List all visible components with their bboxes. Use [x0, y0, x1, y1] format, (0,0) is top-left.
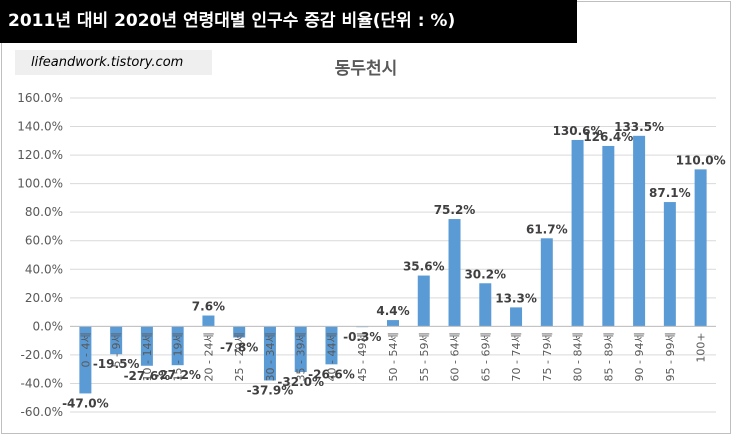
- y-tick-label: 160.0%: [17, 91, 63, 105]
- bar: [694, 169, 707, 327]
- x-tick-label: 65 - 69세: [479, 332, 492, 381]
- bar: [387, 320, 399, 327]
- data-label: -27.6%: [124, 369, 171, 383]
- bar: [263, 326, 276, 381]
- y-tick-label: 140.0%: [17, 120, 63, 134]
- y-tick-label: 20.0%: [25, 291, 63, 305]
- data-label: -32.0%: [277, 375, 324, 389]
- x-tick-label: 55 - 59세: [418, 332, 431, 381]
- x-tick-label: 40 - 44세: [325, 332, 338, 381]
- data-label: -7.8%: [220, 340, 258, 354]
- y-tick-label: -40.0%: [21, 376, 63, 390]
- x-tick-label: 10 - 14세: [141, 332, 154, 381]
- bar: [479, 283, 492, 327]
- y-tick-label: 0.0%: [33, 319, 64, 333]
- data-label: 133.5%: [614, 120, 664, 134]
- x-tick-label: 70 - 74세: [510, 332, 523, 381]
- x-tick-label: 75 - 79세: [541, 332, 554, 381]
- data-label: 61.7%: [526, 222, 568, 236]
- x-tick-label: 5 - 9세: [110, 332, 123, 367]
- data-label: -0.3%: [343, 330, 381, 344]
- y-tick-label: 120.0%: [17, 148, 63, 162]
- bar: [110, 326, 123, 355]
- data-label: 126.4%: [583, 130, 633, 144]
- x-tick-label: 20 - 24세: [202, 332, 215, 381]
- data-label: 75.2%: [434, 203, 476, 217]
- data-label: 13.3%: [495, 291, 537, 305]
- source-label: lifeandwork.tistory.com: [15, 50, 212, 75]
- bar: [510, 307, 523, 327]
- data-label: 130.6%: [553, 124, 603, 138]
- data-label: -27.2%: [154, 368, 201, 382]
- bar: [417, 275, 430, 327]
- x-tick-label: 45 - 49세: [356, 332, 369, 381]
- data-label: 110.0%: [676, 153, 726, 167]
- data-label: -19.5%: [93, 357, 140, 371]
- bar: [202, 315, 215, 327]
- data-label: 35.6%: [403, 260, 445, 274]
- x-tick-label: 15 - 19세: [172, 332, 185, 381]
- page-title: 2011년 대비 2020년 연령대별 인구수 증감 비율(단위 : %): [0, 0, 577, 43]
- y-tick-label: 100.0%: [17, 177, 63, 191]
- y-tick-label: 60.0%: [25, 234, 63, 248]
- x-tick-label: 85 - 89세: [602, 332, 615, 381]
- x-tick-label: 90 - 94세: [633, 332, 646, 381]
- x-tick-label: 35 - 39세: [295, 332, 308, 381]
- data-label: 7.6%: [192, 300, 225, 314]
- y-tick-label: -20.0%: [21, 348, 63, 362]
- y-tick-label: 80.0%: [25, 205, 63, 219]
- data-label: -26.6%: [308, 367, 355, 381]
- bar: [602, 145, 615, 327]
- x-tick-label: 100+: [695, 332, 708, 362]
- bar: [571, 139, 584, 327]
- data-label: 30.2%: [464, 267, 506, 281]
- x-tick-label: 30 - 34세: [264, 332, 277, 381]
- bar: [663, 202, 676, 327]
- bar: [540, 238, 553, 327]
- data-label: 87.1%: [649, 186, 691, 200]
- x-tick-label: 50 - 54세: [387, 332, 400, 381]
- chart-title: 동두천시: [335, 59, 398, 79]
- data-label: 4.4%: [376, 304, 409, 318]
- bar: [294, 326, 307, 373]
- x-tick-label: 0 - 4세: [79, 332, 92, 367]
- x-tick-label: 60 - 64세: [449, 332, 462, 381]
- x-tick-label: 80 - 84세: [572, 332, 585, 381]
- x-tick-label: 25 - 29세: [233, 332, 246, 381]
- x-tick-label: 95 - 99세: [664, 332, 677, 381]
- y-tick-label: 40.0%: [25, 262, 63, 276]
- bar: [633, 135, 646, 327]
- data-label: -37.9%: [247, 383, 294, 397]
- data-label: -47.0%: [62, 396, 109, 410]
- y-tick-label: -60.0%: [21, 405, 63, 419]
- bar: [140, 326, 153, 366]
- bar: [325, 326, 338, 365]
- bar: [79, 326, 92, 394]
- bar: [233, 326, 246, 338]
- bar: [448, 219, 461, 327]
- bar: [171, 326, 184, 366]
